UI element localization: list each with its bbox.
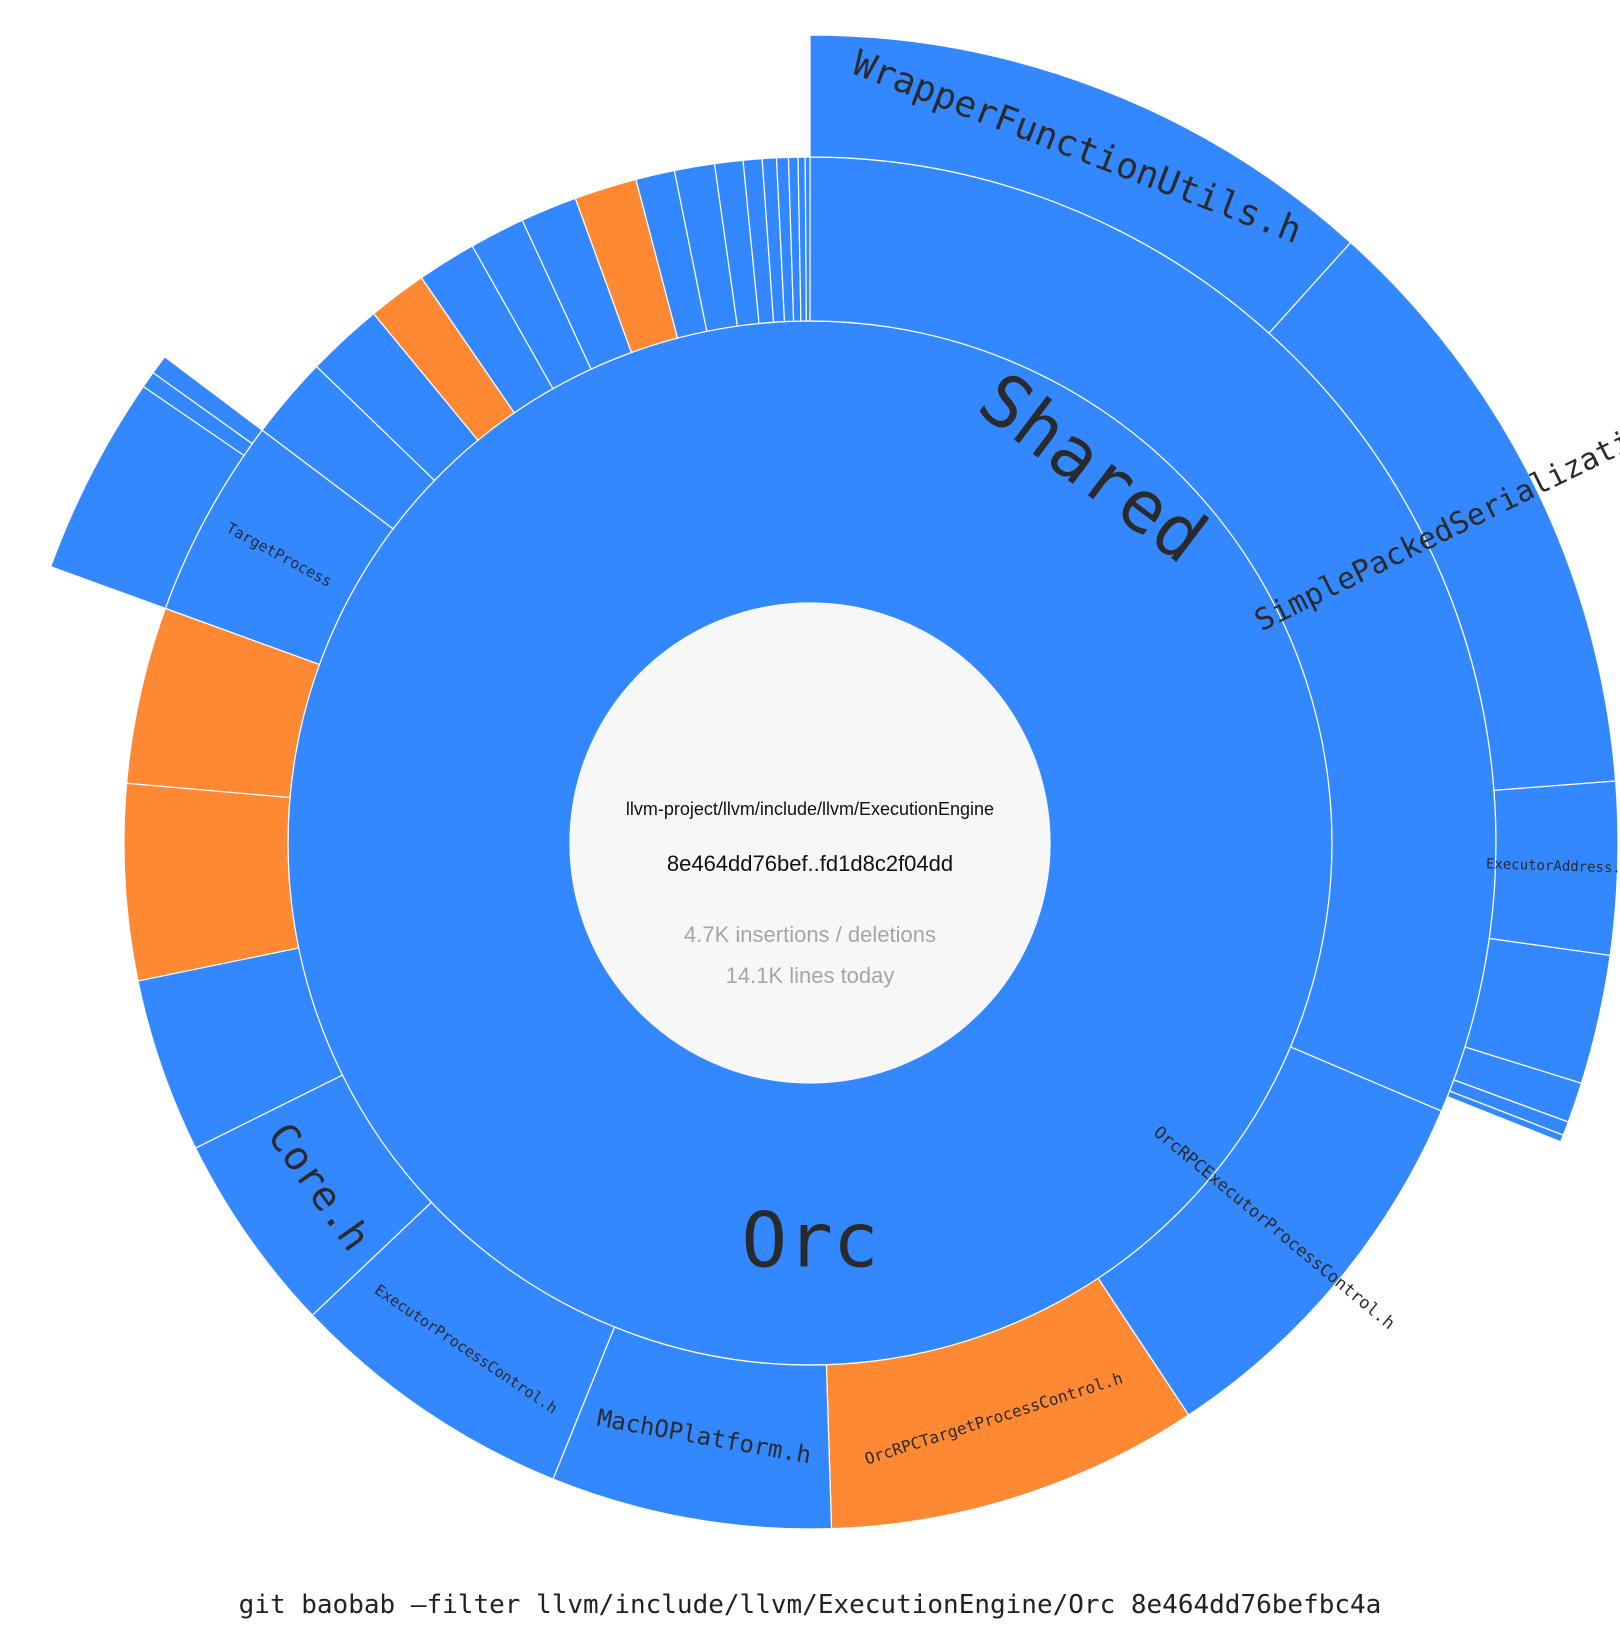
center-commit-range: 8e464dd76bef..fd1d8c2f04dd bbox=[667, 851, 953, 876]
center-changes: 4.7K insertions / deletions bbox=[684, 922, 936, 947]
segment-depth2-7[interactable] bbox=[123, 782, 300, 982]
segment-executoraddress-h[interactable] bbox=[1488, 780, 1619, 957]
center-path: llvm-project/llvm/include/llvm/Execution… bbox=[626, 799, 994, 819]
center-disc[interactable] bbox=[570, 603, 1050, 1083]
center-lines: 14.1K lines today bbox=[726, 963, 895, 988]
segment-shared-child-6[interactable] bbox=[1446, 1090, 1565, 1143]
segment-depth2-25[interactable] bbox=[804, 156, 811, 322]
command-line: git baobab —filter llvm/include/llvm/Exe… bbox=[238, 1590, 1382, 1620]
